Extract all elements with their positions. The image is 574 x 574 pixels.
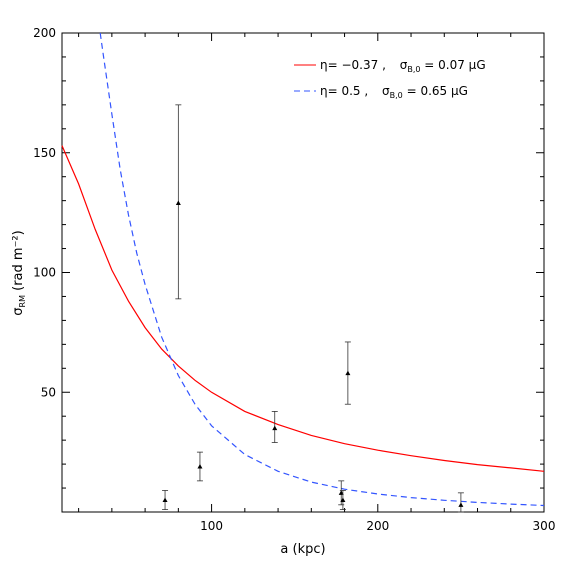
point-marker	[272, 425, 278, 431]
y-tick-label: 150	[33, 146, 56, 160]
data-points	[162, 104, 464, 513]
y-axis-subscript: RM	[18, 295, 27, 308]
point-marker	[197, 463, 203, 469]
y-tick-label: 50	[41, 385, 56, 399]
data-point	[162, 490, 169, 511]
tick-labels: 100 200 300 50 100 150 200	[33, 26, 555, 533]
point-marker	[340, 497, 346, 503]
data-point	[196, 451, 203, 482]
point-marker	[345, 370, 351, 376]
series-line-2	[99, 32, 545, 507]
point-marker	[338, 490, 344, 495]
data-point	[457, 492, 464, 513]
plot-frame	[61, 32, 545, 513]
x-axis-label: a (kpc)	[280, 542, 325, 557]
legend-sigma-sub-2: B,0	[390, 91, 403, 100]
y-tick-label: 100	[33, 266, 56, 280]
point-marker	[175, 200, 181, 206]
legend-sigma-value-1: = 0.07 μG	[424, 58, 485, 72]
legend-sigma-2: σ	[382, 84, 390, 98]
y-axis-symbol: σ	[11, 307, 26, 315]
x-tick-label: 200	[366, 519, 389, 533]
legend-sigma-sub-1: B,0	[407, 65, 420, 74]
svg-text:σRM (rad m⁻²): σRM (rad m⁻²)	[11, 230, 27, 315]
legend-sigma-1: σ	[400, 58, 408, 72]
x-tick-label: 300	[533, 519, 556, 533]
tick-marks	[62, 33, 544, 512]
point-marker	[458, 502, 464, 507]
legend-eta-1: η= −0.37 ,	[320, 58, 386, 72]
legend: η= −0.37 , σB,0 = 0.07 μG η= 0.5 , σB,0 …	[294, 58, 486, 100]
curves	[61, 32, 545, 507]
series-line-1	[61, 145, 545, 472]
legend-sigma-value-2: = 0.65 μG	[407, 84, 468, 98]
legend-eta-2: η= 0.5 ,	[320, 84, 368, 98]
point-marker	[162, 497, 168, 503]
y-tick-label: 200	[33, 26, 56, 40]
data-point	[175, 104, 182, 300]
y-axis-label: σRM (rad m⁻²)	[11, 230, 27, 315]
svg-text:η= 0.5 , σB,0 = 0.65 μG: η= 0.5 , σB,0 = 0.65 μG	[320, 84, 468, 100]
data-point	[339, 490, 346, 511]
x-tick-label: 100	[200, 519, 223, 533]
svg-text:η= −0.37 , σB,0 = 0.07 μ: η= −0.37 , σB,0 = 0.07 μG	[320, 58, 486, 74]
data-point	[271, 411, 278, 443]
data-point	[344, 341, 351, 405]
y-axis-units: (rad m⁻²)	[11, 230, 26, 291]
